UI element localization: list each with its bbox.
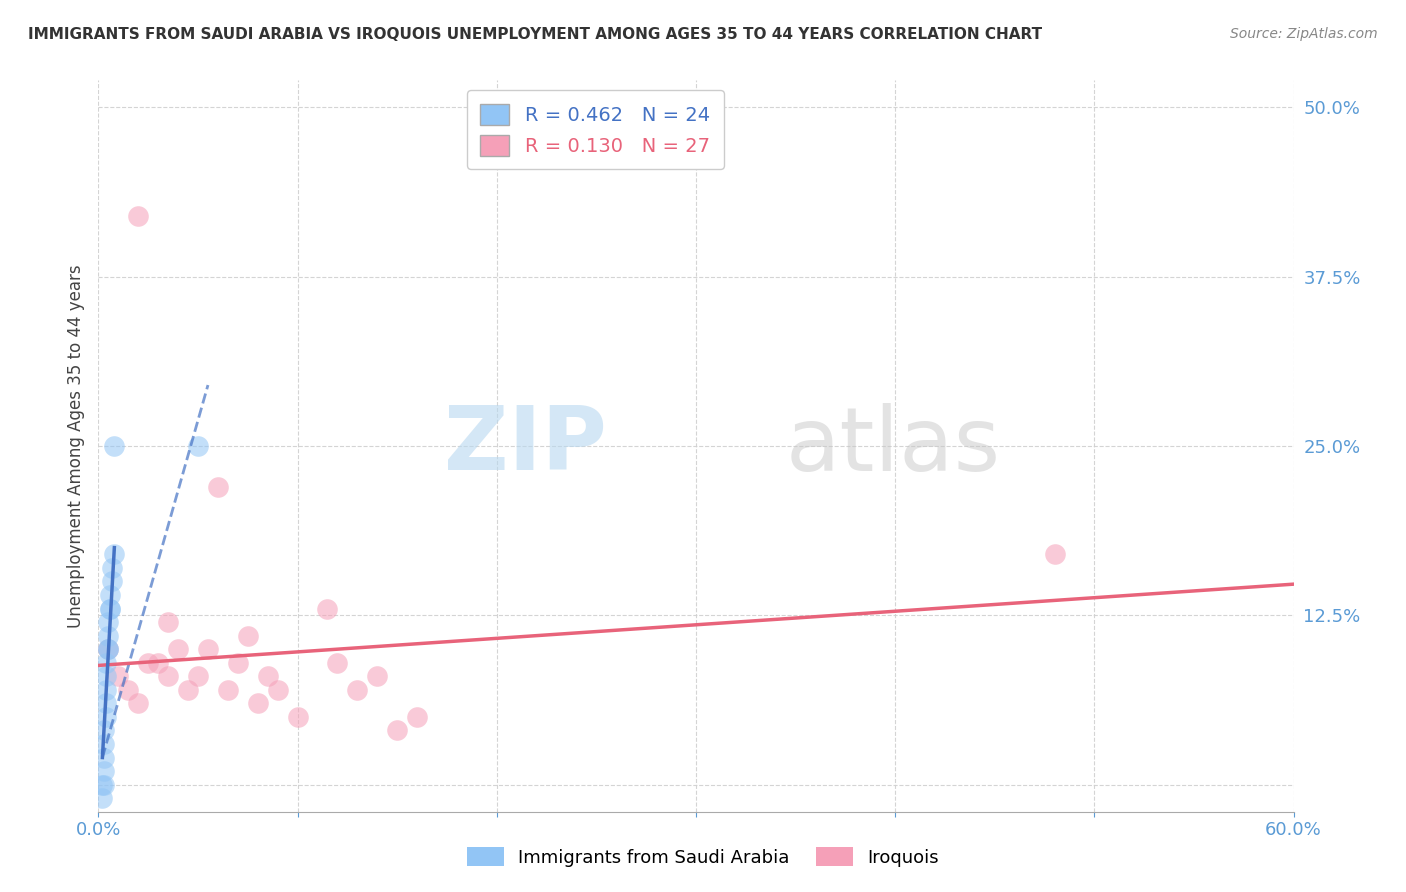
Point	[1043, 547, 1066, 561]
Point	[366, 669, 388, 683]
Point	[91, 791, 114, 805]
Point	[97, 642, 120, 657]
Text: atlas: atlas	[786, 402, 1001, 490]
Point	[107, 669, 129, 683]
Legend: Immigrants from Saudi Arabia, Iroquois: Immigrants from Saudi Arabia, Iroquois	[460, 840, 946, 874]
Point	[326, 656, 349, 670]
Point	[96, 656, 118, 670]
Point	[93, 723, 115, 738]
Point	[101, 574, 124, 589]
Point	[157, 669, 180, 683]
Point	[117, 682, 139, 697]
Point	[157, 615, 180, 629]
Point	[98, 601, 122, 615]
Y-axis label: Unemployment Among Ages 35 to 44 years: Unemployment Among Ages 35 to 44 years	[66, 264, 84, 628]
Point	[207, 480, 229, 494]
Point	[103, 439, 125, 453]
Point	[97, 629, 120, 643]
Point	[187, 669, 209, 683]
Legend: R = 0.462   N = 24, R = 0.130   N = 27: R = 0.462 N = 24, R = 0.130 N = 27	[467, 90, 724, 169]
Point	[98, 588, 122, 602]
Point	[97, 642, 120, 657]
Point	[96, 697, 118, 711]
Point	[346, 682, 368, 697]
Point	[96, 669, 118, 683]
Text: ZIP: ZIP	[443, 402, 606, 490]
Point	[98, 601, 122, 615]
Point	[148, 656, 170, 670]
Point	[103, 547, 125, 561]
Point	[177, 682, 200, 697]
Point	[256, 669, 278, 683]
Point	[96, 682, 118, 697]
Point	[167, 642, 190, 657]
Point	[101, 561, 124, 575]
Point	[93, 737, 115, 751]
Point	[93, 764, 115, 778]
Text: Source: ZipAtlas.com: Source: ZipAtlas.com	[1230, 27, 1378, 41]
Point	[316, 601, 339, 615]
Point	[97, 615, 120, 629]
Point	[91, 778, 114, 792]
Point	[127, 697, 149, 711]
Point	[197, 642, 219, 657]
Point	[385, 723, 409, 738]
Point	[246, 697, 269, 711]
Text: IMMIGRANTS FROM SAUDI ARABIA VS IROQUOIS UNEMPLOYMENT AMONG AGES 35 TO 44 YEARS : IMMIGRANTS FROM SAUDI ARABIA VS IROQUOIS…	[28, 27, 1042, 42]
Point	[287, 710, 309, 724]
Point	[136, 656, 159, 670]
Point	[96, 710, 118, 724]
Point	[127, 209, 149, 223]
Point	[97, 642, 120, 657]
Point	[187, 439, 209, 453]
Point	[93, 778, 115, 792]
Point	[267, 682, 290, 697]
Point	[217, 682, 239, 697]
Point	[226, 656, 249, 670]
Point	[406, 710, 429, 724]
Point	[236, 629, 259, 643]
Point	[93, 750, 115, 764]
